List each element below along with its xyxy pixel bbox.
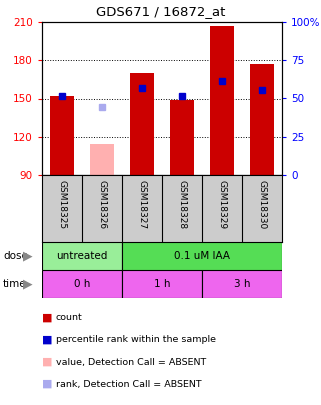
Text: time: time	[3, 279, 27, 289]
Bar	[130, 73, 154, 175]
Text: GSM18328: GSM18328	[178, 180, 187, 230]
Bar	[210, 26, 234, 175]
Bar	[50, 96, 74, 175]
Text: 1 h: 1 h	[154, 279, 170, 289]
Bar	[170, 100, 194, 175]
Text: value, Detection Call = ABSENT: value, Detection Call = ABSENT	[56, 358, 206, 367]
Bar	[42, 270, 122, 298]
Text: percentile rank within the sample: percentile rank within the sample	[56, 335, 216, 345]
Text: ■: ■	[42, 335, 53, 345]
Text: ■: ■	[42, 379, 53, 389]
Bar	[250, 64, 274, 175]
Text: 3 h: 3 h	[234, 279, 250, 289]
Text: dose: dose	[3, 251, 28, 261]
Text: 0.1 uM IAA: 0.1 uM IAA	[174, 251, 230, 261]
Text: count: count	[56, 313, 83, 322]
Text: ■: ■	[42, 357, 53, 367]
Text: GSM18330: GSM18330	[257, 180, 266, 230]
Bar	[122, 270, 202, 298]
Bar	[122, 242, 282, 270]
Text: GDS671 / 16872_at: GDS671 / 16872_at	[96, 5, 225, 18]
Text: GSM18327: GSM18327	[137, 180, 146, 230]
Text: ▶: ▶	[23, 249, 33, 262]
Text: GSM18329: GSM18329	[218, 180, 227, 230]
Text: ▶: ▶	[23, 277, 33, 290]
Text: GSM18326: GSM18326	[98, 180, 107, 230]
Text: GSM18325: GSM18325	[57, 180, 66, 230]
Bar	[90, 145, 114, 175]
Bar	[42, 242, 122, 270]
Bar	[202, 270, 282, 298]
Text: rank, Detection Call = ABSENT: rank, Detection Call = ABSENT	[56, 379, 202, 388]
Text: ■: ■	[42, 313, 53, 323]
Text: 0 h: 0 h	[74, 279, 90, 289]
Text: untreated: untreated	[56, 251, 108, 261]
